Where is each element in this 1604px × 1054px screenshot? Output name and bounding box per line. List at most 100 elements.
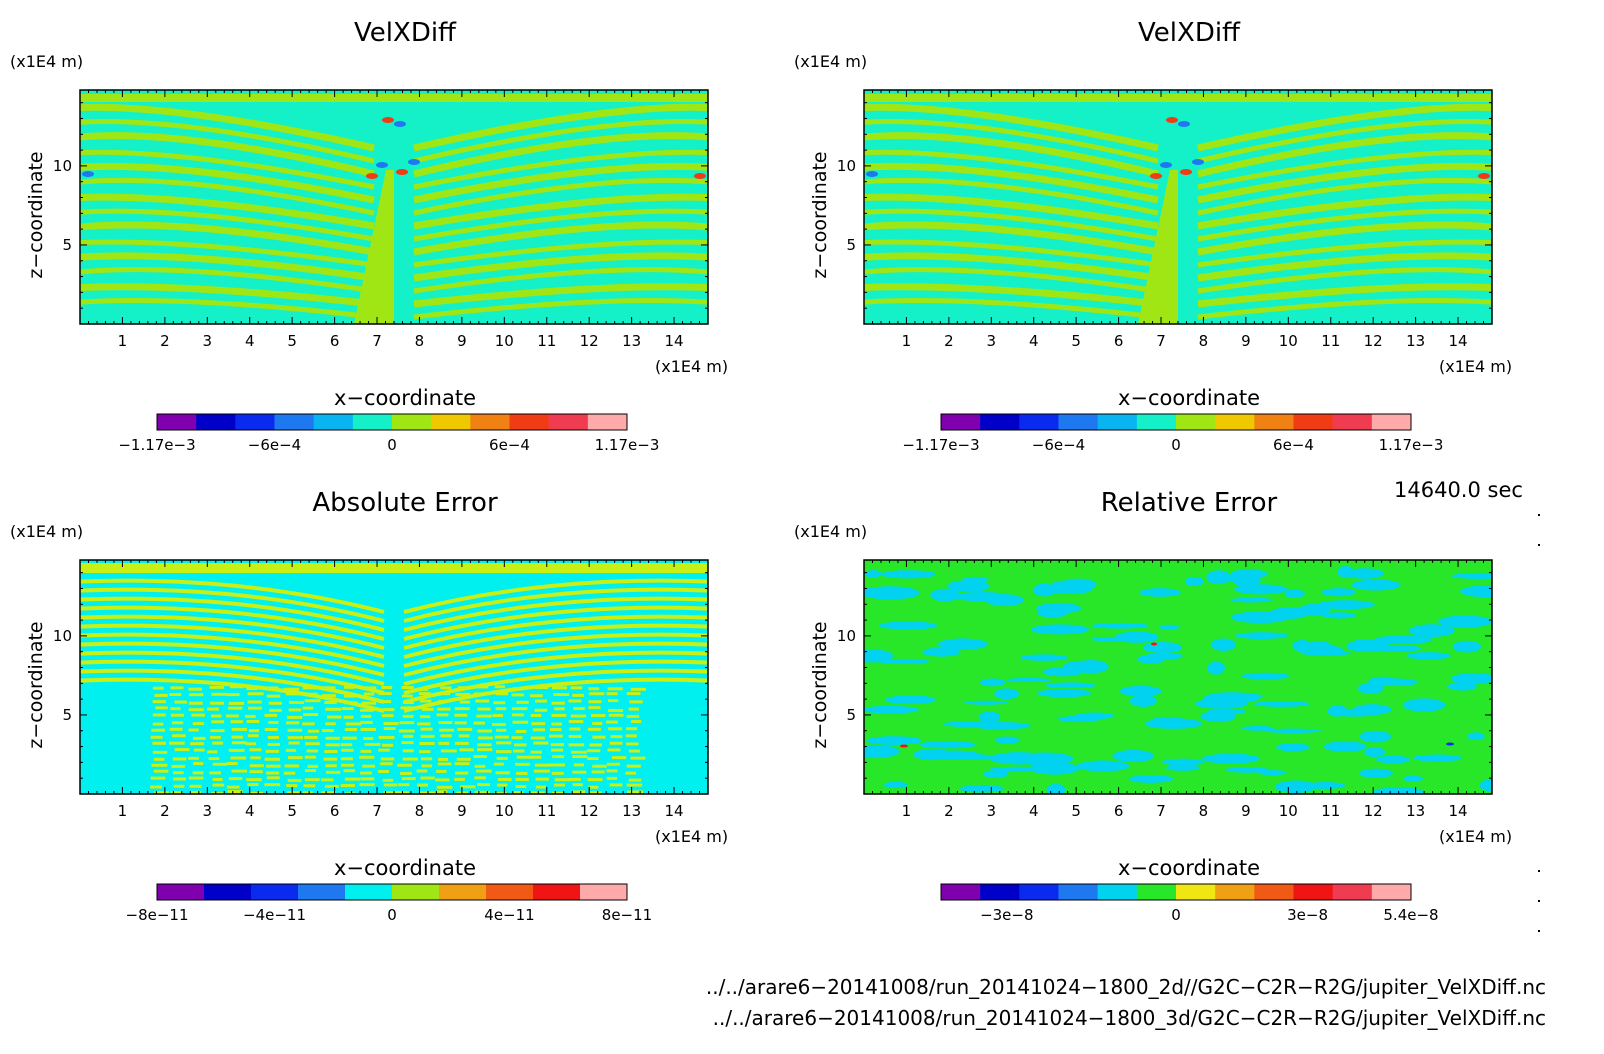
field-speckle: [535, 685, 549, 689]
field-speckle: [360, 777, 375, 781]
field-speckle: [625, 771, 637, 775]
field-speckle: [250, 756, 261, 760]
field-speckle: [322, 729, 334, 733]
field-speckle: [231, 727, 247, 731]
field-speckle: [400, 771, 412, 775]
colorbar-frame: [156, 413, 628, 431]
field-stripe: [403, 659, 708, 695]
field-feature: [1178, 121, 1190, 127]
field-speckle: [456, 757, 471, 761]
colorbar-segment: [1019, 884, 1059, 900]
field-speckle: [474, 776, 486, 780]
field-speckle: [572, 693, 584, 697]
field-blob: [1274, 780, 1317, 794]
field-stripe: [1197, 132, 1492, 178]
field-speckle: [325, 770, 341, 774]
field-speckle: [340, 784, 355, 788]
field-blob: [1452, 640, 1482, 653]
field-speckle: [249, 770, 263, 774]
field-blob: [1460, 585, 1492, 598]
field-speckle: [150, 776, 166, 780]
field-speckle: [438, 721, 453, 725]
field-speckle: [207, 707, 219, 711]
colorbar-frame: [940, 413, 1412, 431]
y-tick-label: 5: [846, 706, 856, 724]
field-speckle: [307, 764, 319, 768]
field-speckle: [438, 757, 449, 761]
field-column: [1138, 170, 1178, 324]
field-speckle: [324, 750, 338, 754]
field-blob: [1128, 774, 1174, 783]
field-speckle: [496, 728, 507, 732]
field-feature: [408, 159, 420, 165]
x-tick-label: 11: [537, 332, 556, 350]
field-speckle: [325, 764, 337, 768]
colorbar-label: 3e−8: [1287, 906, 1328, 924]
colorbar-segment: [392, 884, 440, 900]
field-speckle: [152, 750, 168, 754]
field-speckle: [228, 777, 243, 781]
field-blob: [1184, 576, 1204, 586]
field-speckle: [549, 734, 563, 738]
x-axis-label: x−coordinate: [333, 856, 477, 880]
field-speckle: [570, 714, 587, 718]
field-blob: [1351, 579, 1401, 591]
field-speckle: [363, 692, 375, 696]
field-speckle: [626, 764, 641, 768]
field-speckle: [473, 692, 484, 696]
field-blob: [1037, 688, 1091, 698]
field-speckle: [549, 763, 565, 767]
x-tick-label: 11: [1321, 802, 1340, 820]
field-speckle: [627, 790, 644, 794]
colorbar-segment: [980, 414, 1020, 430]
colorbar-segment: [1019, 414, 1059, 430]
field-speckle: [381, 685, 393, 689]
field-speckle: [171, 764, 186, 768]
field-speckle: [326, 715, 342, 719]
field-speckle: [151, 763, 168, 767]
x-tick-label: 13: [1406, 332, 1425, 350]
field-speckle: [440, 734, 452, 738]
field-blob: [864, 570, 882, 578]
panel-velxdiff-2d: VelXDiff (x1E4 m) z−coordinate (x1E4 m) …: [0, 0, 760, 480]
x-tick-label: 2: [944, 802, 954, 820]
field-speckle: [188, 708, 204, 712]
field-blob: [1076, 760, 1130, 772]
x-tick-label: 13: [622, 802, 641, 820]
field-speckle: [608, 727, 623, 731]
field-blob: [1354, 639, 1374, 644]
field-stripe: [80, 596, 385, 632]
field-stripe: [864, 119, 1159, 164]
field-speckle: [496, 783, 508, 787]
field-blob: [1284, 589, 1305, 598]
field-speckle: [473, 721, 485, 725]
file-path-3d: ../../arare6−20141008/run_20141024−1800_…: [712, 1006, 1546, 1030]
field-speckle: [189, 693, 204, 697]
field-blob: [1230, 611, 1289, 624]
field-stripe: [80, 221, 375, 256]
field-speckle: [245, 742, 257, 746]
field-speckle: [436, 790, 448, 794]
colorbar-segment: [1254, 414, 1294, 430]
field-speckle: [606, 776, 618, 780]
field-speckle: [325, 743, 340, 747]
field-speckle: [193, 762, 204, 766]
field-speckle: [474, 764, 486, 768]
field-speckle: [264, 757, 280, 761]
colorbar-segment: [980, 884, 1020, 900]
field-speckle: [380, 757, 395, 761]
field-stripe: [864, 221, 1159, 256]
colorbar-segment: [298, 884, 346, 900]
field-stripe: [403, 614, 708, 650]
field-speckle: [437, 707, 451, 711]
field-speckle: [210, 714, 222, 718]
field-feature: [1150, 173, 1162, 179]
field-speckle: [284, 764, 300, 768]
x-axis-label: x−coordinate: [1117, 386, 1261, 410]
field-speckle: [420, 757, 433, 761]
x-tick-label: 2: [944, 332, 954, 350]
field-blob: [979, 678, 1006, 687]
field-stripe: [80, 149, 375, 190]
colorbar-label: −6e−4: [1032, 436, 1085, 454]
x-tick-label: 10: [495, 802, 514, 820]
